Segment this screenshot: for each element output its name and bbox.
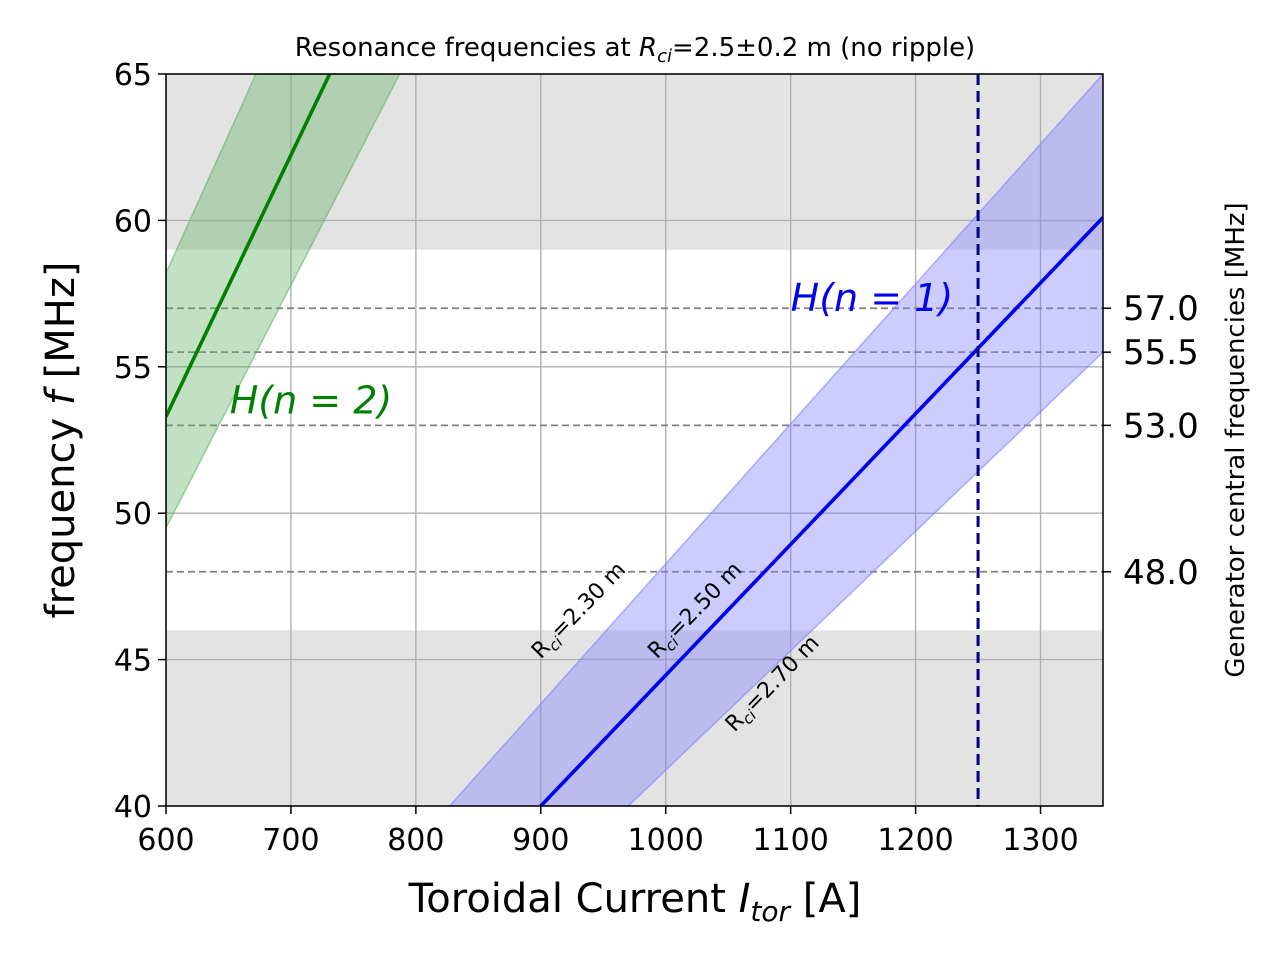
y-tick-label-2: 50 — [114, 497, 152, 532]
series-layer — [166, 74, 1103, 806]
series-2-label: H(n = 2) — [230, 379, 393, 423]
generator-lines — [166, 307, 1103, 573]
y-tick-label-4: 60 — [114, 204, 152, 239]
x-axis-label: Toroidal Current Itor [A] — [408, 876, 862, 928]
generator-tick-label-0: 57.0 — [1123, 289, 1199, 329]
generator-tick-label-2: 53.0 — [1123, 406, 1199, 446]
x-tick-label-0: 600 — [137, 823, 194, 858]
series-1-label: H(n = 1) — [791, 276, 954, 320]
x-tick-label-6: 1200 — [877, 823, 953, 858]
y-tick-label-0: 40 — [114, 790, 152, 825]
y-ticks: 40 45 50 55 60 65 — [114, 58, 166, 825]
series-2-line — [166, 74, 332, 418]
chart-title: Resonance frequencies at Rci=2.5±0.2 m (… — [295, 33, 975, 67]
series-2-band — [166, 74, 401, 529]
plot-frame — [165, 73, 1104, 807]
x-tick-label-1: 700 — [262, 823, 319, 858]
x-tick-label-5: 1100 — [752, 823, 828, 858]
x-tick-label-4: 1000 — [628, 823, 704, 858]
generator-tick-label-3: 48.0 — [1123, 553, 1199, 593]
y-tick-label-5: 65 — [114, 58, 152, 93]
series-1-line — [539, 216, 1103, 806]
x-ticks: 600 700 800 900 1000 1100 1200 1300 — [137, 806, 1079, 858]
y-tick-label-3: 55 — [114, 351, 152, 386]
x-tick-label-2: 800 — [387, 823, 444, 858]
x-tick-label-3: 900 — [512, 823, 569, 858]
generator-tick-label-1: 55.5 — [1123, 333, 1199, 373]
y-tick-label-1: 45 — [114, 644, 152, 679]
x-tick-label-7: 1300 — [1002, 823, 1078, 858]
y2-axis-label: Generator central frequencies [MHz] — [1221, 202, 1251, 677]
y-axis-label: frequency f [MHz] — [38, 262, 84, 619]
series-1-band — [448, 74, 1103, 806]
generator-ticks: 57.055.5 53.0 48.0 — [1103, 289, 1199, 593]
